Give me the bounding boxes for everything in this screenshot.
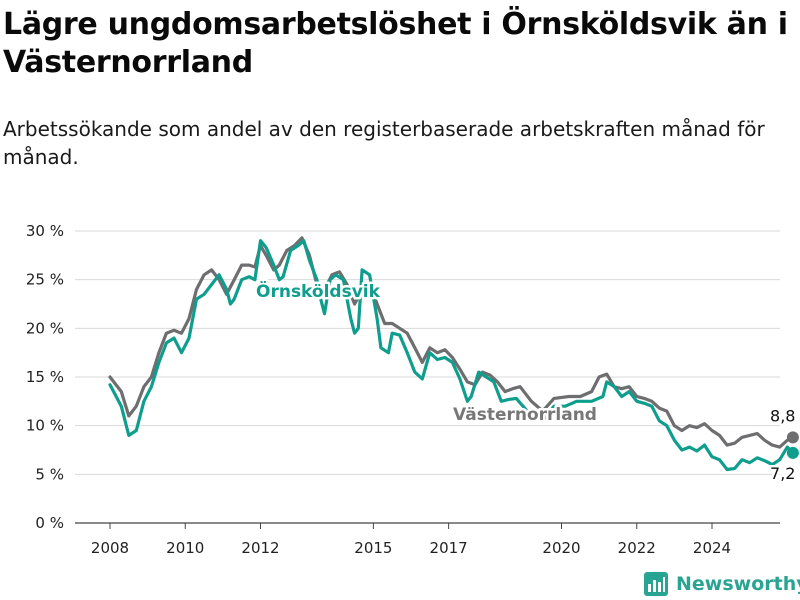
- series-line-vasternorrland: [108, 236, 795, 449]
- end-point: [786, 446, 799, 459]
- end-value-ornskoldsvik-halo: 7,2 %: [770, 464, 800, 483]
- series-label-ornskoldsvik-halo: Örnsköldsvik: [256, 280, 381, 302]
- y-tick-label: 5 %: [35, 465, 64, 483]
- y-tick-label: 0 %: [35, 514, 64, 532]
- series-label-vasternorrland: Västernorrland: [453, 405, 597, 425]
- end-point: [786, 431, 799, 444]
- series-label-vasternorrland-halo: Västernorrland: [453, 405, 597, 425]
- x-tick-label: 2010: [166, 539, 204, 557]
- y-tick-label: 25 %: [26, 271, 64, 289]
- end-value-vasternorrland-halo: 8,8 %: [770, 406, 800, 425]
- bar-chart-icon: [644, 572, 668, 596]
- chart-subtitle: Arbetssökande som andel av den registerb…: [3, 117, 765, 169]
- x-tick-label: 2022: [618, 539, 656, 557]
- x-tick-label: 2008: [91, 539, 129, 557]
- series-line-ornskoldsvik: [108, 239, 795, 472]
- x-tick-label: 2017: [430, 539, 468, 557]
- x-tick-label: 2024: [693, 539, 731, 557]
- x-tick-label: 2015: [354, 539, 392, 557]
- brand-name: Newsworthy: [676, 573, 800, 595]
- y-tick-label: 20 %: [26, 319, 64, 337]
- chart-title: Lägre ungdomsarbetslöshet i Örnsköldsvik…: [3, 7, 788, 80]
- y-tick-label: 30 %: [26, 222, 64, 240]
- x-tick-label: 2020: [542, 539, 580, 557]
- end-value-vasternorrland: 8,8 %: [770, 406, 800, 425]
- x-tick-label: 2012: [241, 539, 279, 557]
- end-value-ornskoldsvik: 7,2 %: [770, 464, 800, 483]
- y-tick-label: 10 %: [26, 417, 64, 435]
- y-tick-label: 15 %: [26, 368, 64, 386]
- brand-logo: Newsworthy: [644, 570, 800, 598]
- series-label-ornskoldsvik: Örnsköldsvik: [256, 280, 381, 302]
